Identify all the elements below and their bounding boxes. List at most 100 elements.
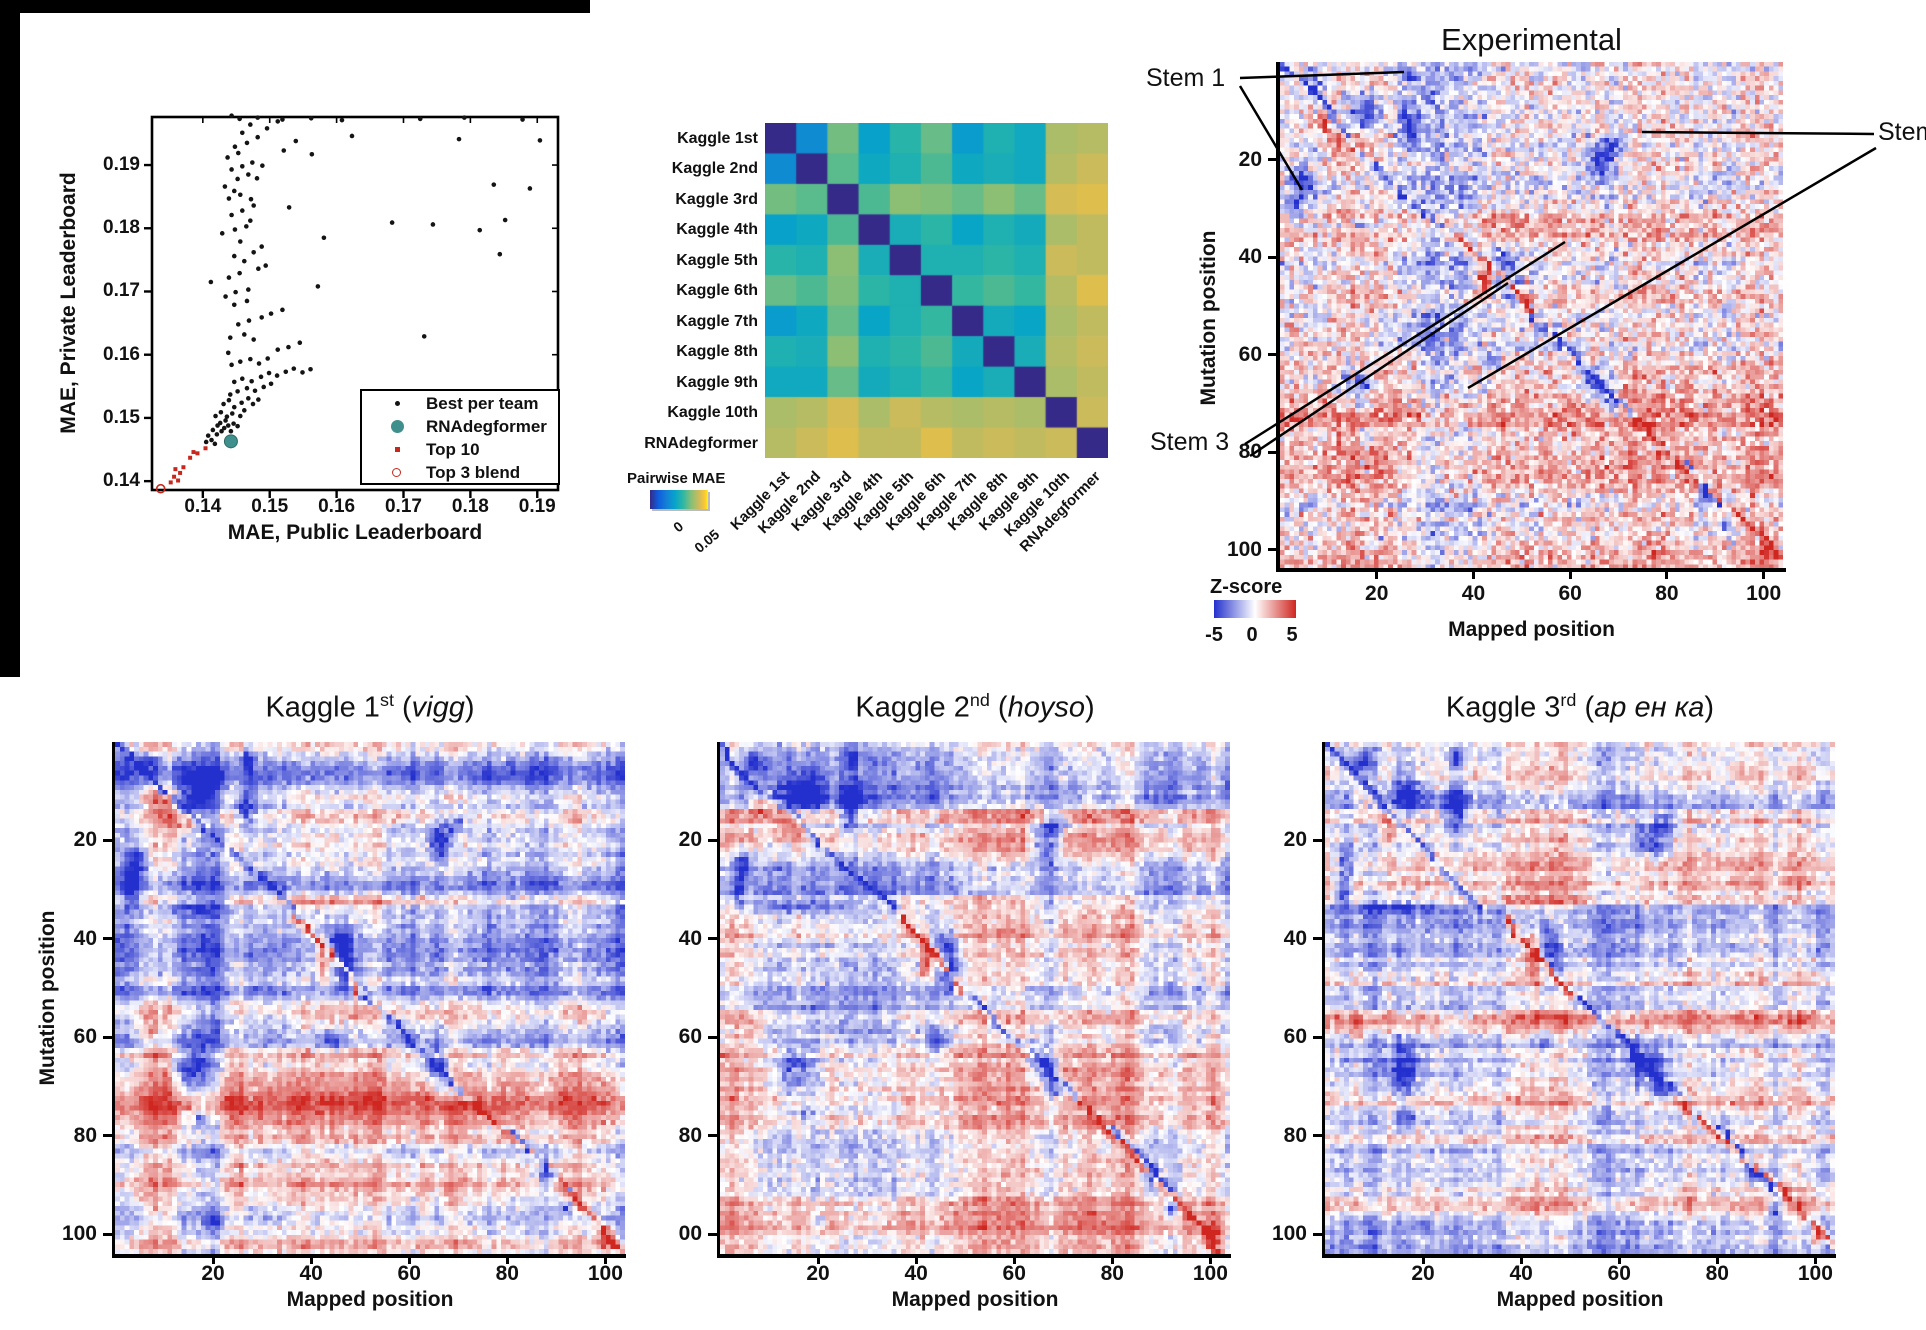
pairwise-mae-heatmap [765,123,1108,458]
title-team-name: vigg [411,691,465,724]
zscore-colorbar-tick: 0 [1246,624,1258,646]
kaggle-1st-x-axis-label: Mapped position [286,1288,454,1311]
x-tick-label: 100 [1746,582,1782,605]
x-tick-mark [1715,1256,1719,1264]
x-tick-mark [309,1256,313,1264]
y-tick-label: 0.19 [103,154,140,176]
x-tick-label: 80 [1705,1262,1729,1285]
x-tick-mark [1568,571,1572,579]
kaggle-2nd-x-axis-label: Mapped position [891,1288,1059,1311]
y-tick-mark [1313,1134,1322,1138]
y-tick-label: 100 [61,1222,97,1246]
y-tick-label: 80 [1283,1123,1307,1147]
kaggle-2nd-y-axis [716,742,720,1257]
legend-label: Best per team [426,393,539,413]
y-tick-mark [1313,937,1322,941]
y-tick-label: 0.17 [103,280,140,302]
x-tick-mark [1208,1256,1212,1264]
legend-item-rnadegformer: RNAdegformer [362,415,558,438]
pairwise-row-label: Kaggle 6th [676,282,758,300]
y-tick-label: 60 [1283,1025,1307,1049]
title-open-paren: ( [393,691,412,724]
panel-title-kaggle-2nd: Kaggle 2nd (hoyso) [720,690,1230,725]
y-tick-label: 40 [678,926,702,950]
panel-title-kaggle-1st: Kaggle 1st (vigg) [115,690,625,725]
y-tick-label: 00 [678,1222,702,1246]
y-tick-mark [103,1035,112,1039]
y-tick-mark [708,1232,717,1236]
pairwise-colorbar-tick: 0 [670,518,687,536]
y-tick-mark [1313,1232,1322,1236]
x-tick-label: 0.17 [384,496,422,517]
y-tick-mark [103,1232,112,1236]
x-tick-mark [1471,571,1475,579]
title-close-paren: ) [1084,691,1095,724]
y-tick-label: 60 [1238,342,1262,366]
zscore-colorbar-label: Z-score [1210,576,1283,598]
y-tick-mark [1268,548,1277,551]
kaggle-2nd-heatmap-canvas [720,742,1230,1254]
pairwise-colorbar-label: Pairwise MAE [627,470,726,487]
x-tick-label: 20 [1411,1262,1435,1285]
y-tick-label: 0.15 [103,406,140,428]
y-tick-mark [1268,255,1277,259]
x-tick-label: 40 [1509,1262,1533,1285]
x-tick-mark [1813,1256,1817,1264]
y-tick-mark [103,838,112,842]
experimental-y-axis [1276,62,1280,572]
x-tick-mark [816,1256,820,1264]
kaggle-3rd-x-axis-label: Mapped position [1496,1288,1664,1311]
kaggle-1st-heatmap-canvas [115,742,625,1254]
pairwise-row-label: Kaggle 2nd [671,160,758,178]
x-tick-mark [505,1256,509,1264]
y-tick-mark [1268,450,1277,454]
y-tick-label: 80 [678,1123,702,1147]
y-tick-mark [708,1035,717,1039]
title-base: Kaggle 3 [1445,691,1561,724]
x-tick-label: 40 [904,1262,928,1285]
decor-top-bar [0,0,590,13]
square-marker-icon [395,447,400,452]
y-tick-label: 40 [1238,245,1262,268]
legend-item-top-3-blend: Top 3 blend [362,461,558,484]
x-tick-mark [407,1256,411,1264]
title-close-paren: ) [464,691,475,724]
x-tick-label: 100 [1797,1262,1833,1285]
y-tick-label: 60 [678,1025,702,1049]
x-tick-mark [603,1256,607,1264]
scatter-plot [144,113,560,498]
title-team-name: ар ен ка [1594,691,1705,724]
x-tick-mark [1110,1256,1114,1264]
scatter-y-axis-label: MAE, Private Leaderboard [57,172,80,434]
zscore-colorbar [1214,600,1296,618]
y-tick-mark [1268,158,1277,161]
experimental-title: Experimental [1441,22,1622,57]
y-tick-label: 80 [1238,440,1262,463]
experimental-x-axis [1276,568,1786,572]
zscore-colorbar-tick: -5 [1205,624,1223,646]
y-tick-mark [103,937,112,941]
x-tick-label: 0.18 [451,496,489,517]
pairwise-row-label: Kaggle 3rd [675,190,758,208]
y-tick-label: 20 [678,828,702,852]
y-tick-mark [1268,353,1277,356]
y-tick-mark [1313,838,1322,842]
kaggle-1st-x-axis [111,1254,626,1258]
y-tick-label: 100 [1271,1222,1307,1246]
title-base: Kaggle 1 [265,691,380,724]
y-tick-mark [708,937,717,941]
open-circle-marker-icon [392,468,401,477]
zscore-colorbar-tick: 5 [1286,624,1298,646]
y-tick-label: 60 [73,1025,97,1049]
y-tick-mark [708,1134,717,1138]
x-tick-label: 40 [299,1262,323,1285]
x-tick-mark [1012,1256,1016,1264]
annotation-stem: Stem [1878,118,1926,146]
title-team-name: hoyso [1007,691,1085,724]
y-tick-label: 20 [73,828,97,852]
x-tick-label: 100 [1192,1262,1228,1285]
pairwise-row-label: RNAdegformer [644,434,758,452]
title-sup: nd [969,690,990,710]
y-tick-label: 20 [1283,828,1307,852]
